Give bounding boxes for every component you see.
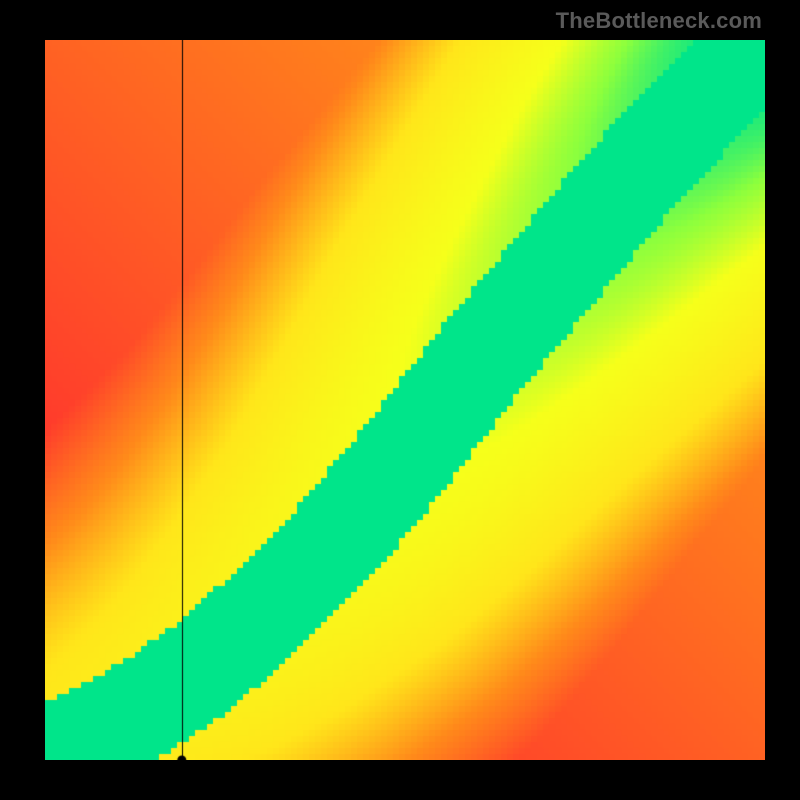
watermark-text: TheBottleneck.com: [556, 8, 762, 34]
heatmap-canvas: [45, 40, 765, 760]
heatmap-chart: [45, 40, 765, 760]
